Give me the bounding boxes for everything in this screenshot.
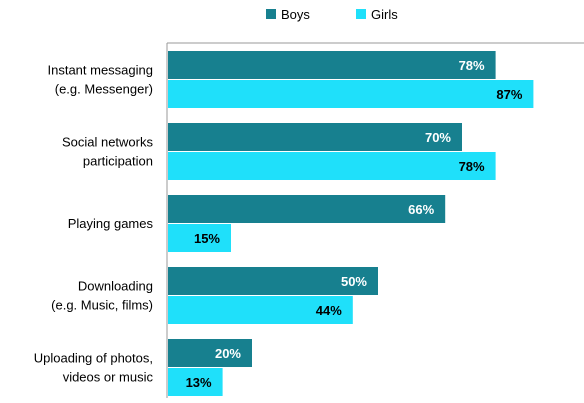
bars bbox=[168, 51, 534, 396]
value-labels: 78% 87% 70% 78% 66% 15% 50% 44% 20%13% bbox=[186, 58, 523, 390]
bar-girls bbox=[168, 80, 534, 108]
legend-swatch-girls bbox=[356, 9, 366, 19]
data-label-girls: 13% bbox=[186, 375, 212, 390]
bar-boys bbox=[168, 195, 446, 223]
data-label-girls: 44% bbox=[316, 303, 342, 318]
legend: Boys Girls bbox=[266, 7, 398, 22]
legend-label-boys: Boys bbox=[281, 7, 310, 22]
legend-label-girls: Girls bbox=[371, 7, 398, 22]
bar-girls bbox=[168, 152, 496, 180]
category-label: Uploading of photos, videos or music bbox=[34, 351, 154, 385]
bar-boys bbox=[168, 123, 462, 151]
data-label-girls: 87% bbox=[496, 87, 522, 102]
bar-boys bbox=[168, 51, 496, 79]
category-label: Social networks participation bbox=[62, 135, 154, 169]
data-label-boys: 70% bbox=[425, 130, 451, 145]
category-label: Instant messaging (e.g. Messenger) bbox=[47, 63, 153, 97]
bar-girls bbox=[168, 368, 223, 396]
bar-boys bbox=[168, 339, 252, 367]
data-label-girls: 15% bbox=[194, 231, 220, 246]
legend-swatch-boys bbox=[266, 9, 276, 19]
category-label: Downloading (e.g. Music, films) bbox=[51, 279, 153, 313]
data-label-boys: 20% bbox=[215, 346, 241, 361]
data-label-girls: 78% bbox=[459, 159, 485, 174]
category-labels: Instant messaging (e.g. Messenger) Social … bbox=[34, 63, 154, 385]
data-label-boys: 78% bbox=[459, 58, 485, 73]
bar-girls bbox=[168, 224, 231, 252]
data-label-boys: 50% bbox=[341, 274, 367, 289]
data-label-boys: 66% bbox=[408, 202, 434, 217]
bar-girls bbox=[168, 296, 353, 324]
bar-boys bbox=[168, 267, 378, 295]
axis bbox=[166, 42, 584, 398]
category-label: Playing games bbox=[68, 216, 154, 231]
